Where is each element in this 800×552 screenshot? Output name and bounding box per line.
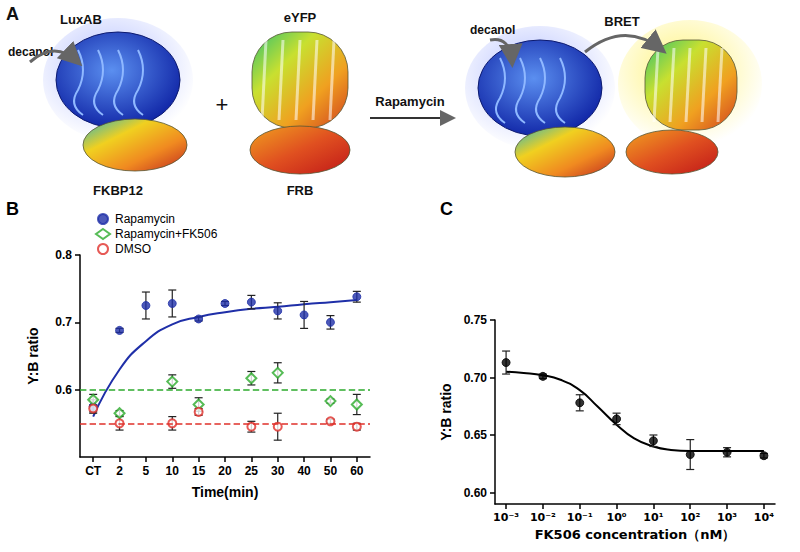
svg-text:B: B — [6, 199, 19, 219]
svg-text:0.6: 0.6 — [55, 383, 72, 397]
svg-text:0.8: 0.8 — [55, 248, 72, 262]
svg-text:30: 30 — [271, 464, 285, 478]
svg-text:10⁴: 10⁴ — [754, 511, 774, 524]
svg-text:40: 40 — [297, 464, 311, 478]
svg-text:10: 10 — [166, 464, 180, 478]
svg-text:5: 5 — [143, 464, 150, 478]
svg-text:10⁰: 10⁰ — [607, 511, 627, 524]
svg-text:0.60: 0.60 — [464, 486, 488, 500]
svg-text:decanol: decanol — [8, 45, 54, 59]
svg-text:10⁻²: 10⁻² — [530, 511, 556, 524]
svg-text:10³: 10³ — [717, 511, 737, 524]
svg-text:FK506 concentration（nM）: FK506 concentration（nM） — [535, 527, 736, 542]
svg-text:BRET: BRET — [604, 14, 639, 29]
svg-text:10²: 10² — [680, 511, 700, 524]
svg-text:Y:B ratio: Y:B ratio — [438, 383, 454, 440]
svg-text:Rapamycin: Rapamycin — [375, 94, 444, 109]
svg-text:50: 50 — [324, 464, 338, 478]
svg-text:decanol: decanol — [470, 23, 515, 37]
svg-text:60: 60 — [350, 464, 364, 478]
svg-text:0.70: 0.70 — [464, 371, 488, 385]
svg-text:+: + — [216, 92, 229, 117]
svg-text:0.75: 0.75 — [464, 313, 488, 327]
svg-text:Rapamycin+FK506: Rapamycin+FK506 — [115, 227, 218, 241]
svg-text:2: 2 — [116, 464, 123, 478]
svg-text:eYFP: eYFP — [284, 10, 317, 25]
svg-text:FRB: FRB — [287, 183, 314, 198]
svg-text:15: 15 — [192, 464, 206, 478]
svg-text:10¹: 10¹ — [643, 511, 663, 524]
svg-text:C: C — [440, 199, 453, 219]
svg-text:LuxAB: LuxAB — [60, 12, 102, 27]
svg-text:A: A — [6, 4, 19, 24]
svg-text:DMSO: DMSO — [115, 242, 151, 256]
svg-text:Y:B ratio: Y:B ratio — [25, 327, 41, 384]
svg-text:0.7: 0.7 — [55, 315, 72, 329]
svg-text:Time(min): Time(min) — [192, 484, 259, 500]
svg-text:CT: CT — [85, 464, 102, 478]
svg-text:10⁻³: 10⁻³ — [493, 511, 519, 524]
svg-text:Rapamycin: Rapamycin — [115, 212, 175, 226]
svg-text:20: 20 — [218, 464, 232, 478]
svg-text:FKBP12: FKBP12 — [93, 183, 143, 198]
svg-text:0.65: 0.65 — [464, 428, 488, 442]
svg-text:10⁻¹: 10⁻¹ — [567, 511, 593, 524]
svg-text:25: 25 — [245, 464, 259, 478]
